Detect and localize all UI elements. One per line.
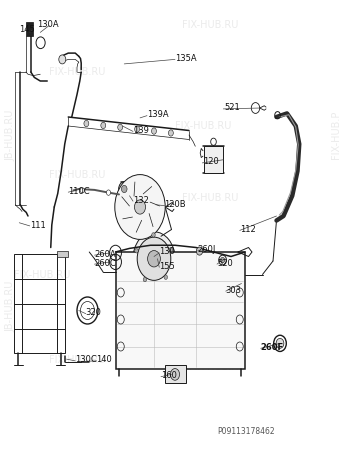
- Bar: [116, 252, 245, 369]
- Text: FIX-HUB.RU: FIX-HUB.RU: [49, 355, 105, 365]
- Text: 260A: 260A: [94, 250, 116, 259]
- Text: 135A: 135A: [175, 54, 197, 63]
- Text: 110C: 110C: [68, 187, 90, 196]
- Text: 303: 303: [226, 286, 242, 295]
- Text: FIX-HUB.RU: FIX-HUB.RU: [164, 270, 221, 279]
- Text: 112: 112: [240, 225, 256, 234]
- Circle shape: [169, 247, 173, 252]
- Circle shape: [220, 257, 225, 263]
- Text: 260J: 260J: [198, 245, 216, 254]
- Text: 139A: 139A: [147, 110, 169, 119]
- Text: 520: 520: [217, 259, 233, 268]
- Bar: [57, 251, 68, 256]
- Text: FIX-HUB.RU: FIX-HUB.RU: [14, 270, 70, 279]
- Text: FIX-HUB.RU: FIX-HUB.RU: [49, 67, 105, 77]
- Text: 132: 132: [133, 196, 149, 205]
- Circle shape: [121, 185, 127, 193]
- Text: 130C: 130C: [75, 356, 97, 364]
- Circle shape: [168, 130, 173, 136]
- Circle shape: [101, 122, 106, 129]
- Circle shape: [135, 248, 138, 253]
- Text: 260F: 260F: [261, 343, 284, 352]
- Circle shape: [118, 124, 122, 130]
- Text: 140: 140: [96, 356, 112, 364]
- Text: 320: 320: [86, 308, 102, 317]
- Text: 130A: 130A: [37, 20, 58, 29]
- Text: 145: 145: [19, 25, 35, 34]
- Circle shape: [276, 338, 284, 348]
- Circle shape: [143, 277, 147, 282]
- Circle shape: [106, 190, 111, 195]
- Bar: [204, 146, 223, 173]
- Text: FIX-HUB.RU: FIX-HUB.RU: [182, 20, 238, 30]
- Circle shape: [164, 275, 168, 279]
- Text: 111: 111: [30, 220, 46, 230]
- Text: JB-HUB.RU: JB-HUB.RU: [6, 109, 15, 161]
- Text: FIX-HUB.P: FIX-HUB.P: [331, 111, 341, 159]
- Text: FIX-HUB.RU: FIX-HUB.RU: [189, 362, 245, 372]
- Circle shape: [152, 233, 155, 237]
- Bar: [14, 254, 65, 353]
- Circle shape: [80, 188, 84, 193]
- Text: FIX-HUB.RU: FIX-HUB.RU: [175, 121, 231, 131]
- Circle shape: [196, 247, 203, 255]
- Circle shape: [137, 237, 171, 280]
- Text: 160: 160: [161, 371, 177, 380]
- Circle shape: [59, 55, 66, 64]
- Text: 120: 120: [203, 158, 219, 166]
- Bar: [164, 365, 186, 382]
- Text: 260C: 260C: [94, 259, 116, 268]
- Circle shape: [115, 175, 165, 239]
- Text: 155: 155: [159, 262, 175, 271]
- Circle shape: [170, 369, 180, 380]
- Text: 120B: 120B: [164, 200, 186, 209]
- Circle shape: [152, 128, 156, 134]
- Text: FIX-HUB.RU: FIX-HUB.RU: [182, 193, 238, 203]
- Circle shape: [84, 120, 89, 126]
- Circle shape: [135, 126, 140, 132]
- Text: FIX-HUB.RU: FIX-HUB.RU: [49, 171, 105, 180]
- Circle shape: [134, 200, 146, 214]
- Text: 521: 521: [224, 104, 240, 112]
- Text: P09113178462: P09113178462: [217, 428, 275, 436]
- Bar: [26, 22, 33, 36]
- Text: 130: 130: [159, 248, 175, 256]
- Circle shape: [148, 251, 160, 267]
- Circle shape: [133, 232, 175, 286]
- Circle shape: [119, 182, 130, 196]
- Text: 139: 139: [133, 126, 149, 135]
- Text: FIX-HUB.RU: FIX-HUB.RU: [175, 355, 231, 365]
- Text: JB-HUB.RU: JB-HUB.RU: [6, 280, 15, 332]
